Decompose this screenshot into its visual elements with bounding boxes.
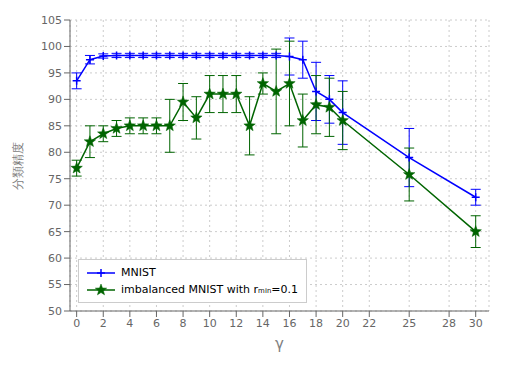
svg-text:22: 22 (362, 317, 376, 330)
svg-text:80: 80 (48, 146, 62, 159)
svg-text:2: 2 (100, 317, 107, 330)
svg-text:14: 14 (256, 317, 270, 330)
svg-text:6: 6 (153, 317, 160, 330)
svg-text:55: 55 (48, 278, 62, 291)
svg-text:16: 16 (282, 317, 296, 330)
svg-text:8: 8 (180, 317, 187, 330)
svg-text:0: 0 (73, 317, 80, 330)
svg-text:75: 75 (48, 173, 62, 186)
svg-text:分類精度: 分類精度 (11, 142, 25, 190)
svg-text:90: 90 (48, 93, 62, 106)
svg-text:95: 95 (48, 67, 62, 80)
svg-text:γ: γ (275, 335, 284, 353)
svg-text:25: 25 (402, 317, 416, 330)
svg-text:28: 28 (442, 317, 456, 330)
svg-text:65: 65 (48, 226, 62, 239)
svg-text:30: 30 (469, 317, 483, 330)
html-text:imbalanced MNIST with rₘᵢₙ=0.1: imbalanced MNIST with rₘᵢₙ=0.1 (121, 283, 298, 296)
svg-text:70: 70 (48, 199, 62, 212)
svg-text:105: 105 (41, 14, 62, 27)
svg-text:4: 4 (126, 317, 133, 330)
html-text:MNIST: MNIST (121, 266, 156, 279)
svg-text:60: 60 (48, 252, 62, 265)
svg-text:50: 50 (48, 305, 62, 318)
svg-text:18: 18 (309, 317, 323, 330)
svg-text:100: 100 (41, 40, 62, 53)
svg-text:20: 20 (336, 317, 350, 330)
svg-text:12: 12 (229, 317, 243, 330)
svg-text:10: 10 (203, 317, 217, 330)
svg-text:85: 85 (48, 120, 62, 133)
